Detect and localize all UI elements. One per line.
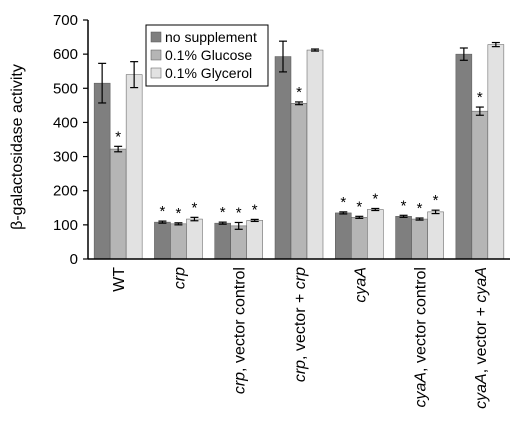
y-tick-label: 100: [53, 217, 78, 234]
y-tick-label: 400: [53, 114, 78, 131]
significance-marker: *: [176, 205, 182, 222]
y-axis-label: β-galactosidase activity: [9, 64, 26, 230]
legend-label: no supplement: [165, 29, 257, 45]
y-tick-label: 0: [70, 251, 78, 268]
y-tick-label: 500: [53, 80, 78, 97]
x-tick-label: crp: [171, 267, 188, 289]
significance-marker: *: [372, 190, 378, 207]
significance-marker: *: [401, 197, 407, 214]
x-tick-label: cyaA: [352, 267, 369, 303]
bar: [154, 221, 171, 260]
bar: [335, 212, 352, 260]
bar: [109, 148, 127, 260]
bar-group: *: [274, 40, 324, 260]
x-tick-label: cyaA, vector control: [413, 267, 430, 408]
legend: no supplement 0.1% Glucose 0.1% Glycerol: [145, 24, 269, 87]
bar-group: * * *: [154, 199, 203, 260]
x-tick-label: cyaA, vector + cyaA: [473, 267, 490, 409]
x-tick-label: WT: [111, 267, 128, 292]
bar-group: *: [93, 61, 143, 260]
bar: [93, 82, 111, 260]
significance-marker: *: [356, 198, 362, 215]
bar: [125, 74, 143, 260]
y-axis: 0 100 200 300 400 500 600 700: [53, 12, 89, 268]
significance-marker: *: [236, 204, 242, 221]
legend-label: 0.1% Glycerol: [165, 65, 252, 81]
significance-marker: *: [417, 200, 423, 217]
bar: [186, 218, 203, 260]
bar-group: * * *: [395, 192, 444, 260]
bar: [170, 223, 187, 260]
significance-marker: *: [160, 203, 166, 220]
bar: [230, 225, 247, 260]
significance-marker: *: [296, 84, 302, 101]
significance-marker: *: [252, 201, 258, 218]
bar: [351, 217, 368, 260]
significance-marker: *: [477, 89, 483, 106]
x-tick-label: crp, vector control: [232, 267, 249, 394]
y-tick-label: 300: [53, 149, 78, 166]
bar: [455, 53, 473, 260]
x-axis: WT crp crp, vector control crp, vector + cr…: [88, 258, 510, 409]
bar: [487, 44, 505, 260]
bar: [214, 222, 231, 260]
bar: [306, 49, 324, 260]
legend-swatch: [150, 31, 162, 43]
legend-swatch: [150, 67, 162, 79]
y-tick-label: 600: [53, 46, 78, 63]
bar-groups: * * * * * * * * * * * * * * *: [93, 40, 505, 260]
bar: [274, 56, 292, 260]
x-tick-label: crp, vector + crp: [292, 267, 309, 382]
bar-group: *: [455, 41, 505, 260]
bar: [395, 216, 412, 260]
bar: [411, 218, 428, 260]
bar: [367, 209, 384, 260]
legend-swatch: [150, 49, 162, 61]
bar-group: * * *: [335, 190, 384, 260]
y-tick-label: 200: [53, 183, 78, 200]
significance-marker: *: [433, 192, 439, 209]
bar: [471, 110, 489, 260]
significance-marker: *: [115, 128, 121, 145]
legend-box: [145, 24, 269, 87]
bar: [246, 220, 263, 260]
bar-group: * * *: [214, 201, 263, 260]
significance-marker: *: [340, 194, 346, 211]
significance-marker: *: [192, 199, 198, 216]
legend-label: 0.1% Glucose: [165, 47, 252, 63]
bar: [427, 211, 444, 260]
bar: [290, 103, 308, 260]
significance-marker: *: [220, 204, 226, 221]
y-tick-label: 700: [53, 12, 78, 29]
